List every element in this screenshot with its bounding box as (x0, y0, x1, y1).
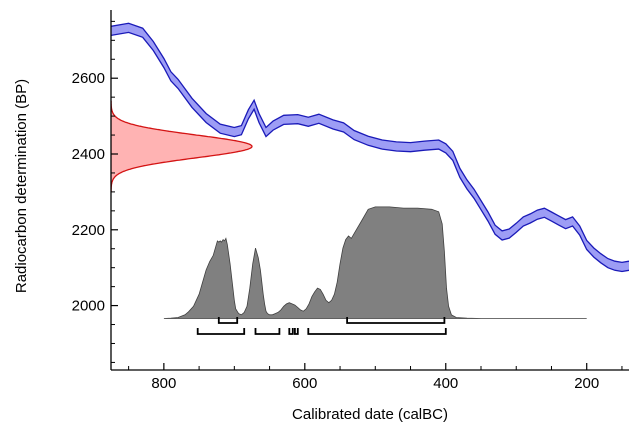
hpd-range-lower-0 (196, 328, 246, 335)
posterior-distribution-area (163, 206, 587, 319)
y-tick-label-2200: 2200 (72, 222, 105, 239)
posterior-distribution-layer (163, 206, 587, 319)
y-tick-label-2600: 2600 (72, 70, 105, 87)
y-tick-label-2400: 2400 (72, 146, 105, 163)
hpd-range-lower-2 (288, 328, 294, 335)
radiocarbon-fill (111, 100, 252, 192)
hpd-range-upper-0 (217, 317, 239, 324)
hpd-range-lower-1 (254, 328, 281, 335)
radiocarbon-determination-layer (111, 100, 253, 193)
x-tick-label-400: 400 (433, 375, 458, 392)
calibration-upper-line (111, 22, 629, 264)
calibration-lower-line (111, 31, 629, 273)
calibration-curve-layer (111, 22, 629, 273)
x-tick-label-200: 200 (574, 375, 599, 392)
x-tick-label-800: 800 (151, 375, 176, 392)
hpd-ranges-layer (196, 317, 447, 335)
y-axis: 2000 2200 2400 2600 (72, 20, 118, 363)
x-tick-label-600: 600 (292, 375, 317, 392)
hpd-range-lower-3 (294, 328, 299, 335)
x-axis: 800 600 400 200 (128, 363, 623, 392)
plot-frame (110, 10, 629, 371)
y-axis-title: Radiocarbon determination (BP) (13, 79, 30, 293)
hpd-range-upper-1 (346, 317, 446, 324)
x-axis-title: Calibrated date (calBC) (292, 406, 448, 423)
hpd-range-lower-4 (307, 328, 447, 335)
y-tick-label-2000: 2000 (72, 298, 105, 315)
